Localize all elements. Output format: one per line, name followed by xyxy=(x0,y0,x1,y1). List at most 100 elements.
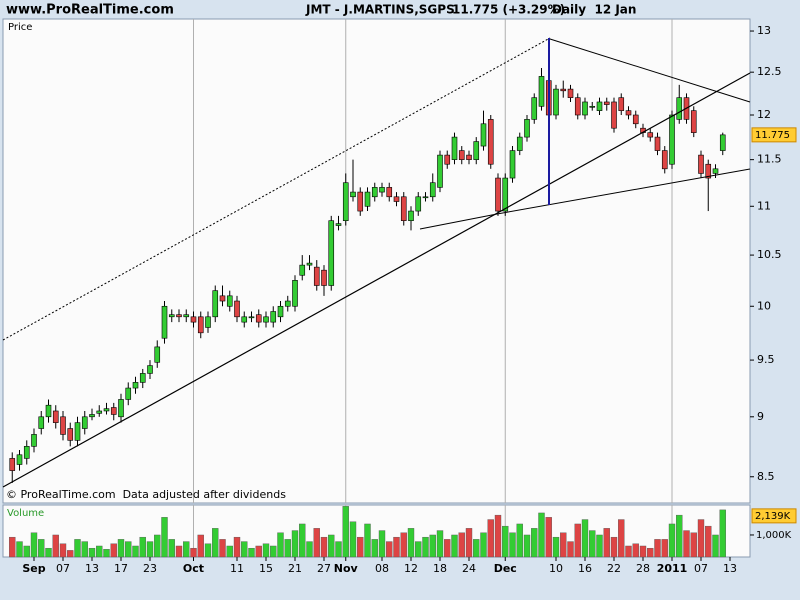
volume-bar xyxy=(132,545,139,558)
volume-bar xyxy=(407,528,415,558)
x-tick-label: 24 xyxy=(462,562,476,575)
candle-body xyxy=(400,196,407,221)
candle-body xyxy=(197,316,204,334)
volume-bar xyxy=(690,532,697,558)
candle-body xyxy=(364,191,371,207)
x-tick-label: 10 xyxy=(549,562,563,575)
candle-body xyxy=(705,163,712,179)
volume-bar xyxy=(52,534,59,558)
candle-body xyxy=(444,154,451,165)
x-tick-label: 11 xyxy=(230,562,244,575)
candle-body xyxy=(408,210,414,221)
candle-body xyxy=(357,191,364,212)
candle-body xyxy=(277,305,284,318)
y-tick-label: 10.5 xyxy=(757,248,782,261)
volume-bar xyxy=(400,532,407,558)
candle-body xyxy=(31,434,37,447)
candle-body xyxy=(176,314,182,318)
volume-bar xyxy=(480,532,487,558)
candle-body xyxy=(371,187,378,198)
candle-body xyxy=(538,76,545,107)
candle-body xyxy=(712,168,719,174)
candle-body xyxy=(719,134,726,151)
x-tick-label: 16 xyxy=(578,562,592,575)
x-tick-label: 22 xyxy=(607,562,621,575)
volume-bar xyxy=(610,536,618,558)
y-tick-label: 13 xyxy=(757,24,771,37)
volume-bar xyxy=(574,523,581,558)
candle-body xyxy=(661,150,668,170)
candle-body xyxy=(38,416,45,429)
volume-bar xyxy=(168,539,175,558)
volume-bar xyxy=(567,541,574,558)
volume-bar xyxy=(9,536,16,558)
note: © ProRealTime.com Data adjusted after di… xyxy=(6,488,286,501)
volume-bar xyxy=(371,539,378,558)
candle-body xyxy=(567,88,574,98)
candle-body xyxy=(473,141,480,160)
volume-bar xyxy=(270,545,277,558)
volume-bar xyxy=(473,539,480,558)
period: Daily 12 Jan xyxy=(552,3,636,17)
x-tick-label: 27 xyxy=(317,562,331,575)
candle-body xyxy=(480,123,487,147)
candle-body xyxy=(625,110,632,116)
candle-body xyxy=(147,365,153,374)
x-tick-label: 12 xyxy=(404,562,418,575)
volume-bar xyxy=(117,539,125,558)
volume-bar xyxy=(523,534,531,558)
x-tick-label: Oct xyxy=(183,562,204,575)
candle-body xyxy=(328,220,335,286)
candle-body xyxy=(125,387,132,400)
candle-body xyxy=(698,154,704,174)
candle-body xyxy=(183,314,190,318)
candle-body xyxy=(139,373,146,383)
candle-body xyxy=(219,295,226,302)
y-tick-label: 12 xyxy=(757,108,771,121)
x-tick-label: Dec xyxy=(494,562,517,575)
candle-body xyxy=(429,182,436,198)
volume-bar xyxy=(531,528,538,558)
y-tick-label: 8.5 xyxy=(757,470,775,483)
candle-body xyxy=(466,154,472,160)
candle-body xyxy=(205,316,211,328)
volume-bar xyxy=(183,541,190,558)
trend-line xyxy=(2,72,751,488)
volume-bar xyxy=(596,534,603,558)
volume-bar xyxy=(161,517,168,558)
price-panel xyxy=(2,18,751,504)
volume-bar xyxy=(393,536,400,558)
volume-bar xyxy=(436,530,444,558)
candle-body xyxy=(487,119,494,165)
candle-body xyxy=(560,88,567,92)
volume-bar xyxy=(154,534,161,558)
volume-bar xyxy=(146,541,154,558)
volume-bar xyxy=(74,539,81,558)
candle-body xyxy=(386,187,393,198)
volume-bar xyxy=(697,519,705,558)
candle-body xyxy=(263,316,269,323)
volume-bar xyxy=(306,541,313,558)
volume-bar xyxy=(96,545,103,558)
volume-bar xyxy=(603,528,610,558)
candle-body xyxy=(676,97,683,120)
volume-bar xyxy=(349,521,357,558)
volume-bar xyxy=(262,543,270,558)
candle-body xyxy=(335,223,342,226)
y-tick-label: 9 xyxy=(757,410,764,423)
candle-body xyxy=(632,114,639,125)
candle-body xyxy=(596,101,603,111)
x-tick-label: 28 xyxy=(636,562,650,575)
volume-bar xyxy=(226,545,233,558)
volume-bar xyxy=(378,530,386,558)
candle-body xyxy=(103,408,110,412)
candle-body xyxy=(284,300,291,307)
volume-bar xyxy=(509,532,516,558)
x-tick-label: 17 xyxy=(114,562,128,575)
x-tick-label: 21 xyxy=(288,562,302,575)
volume-bar xyxy=(632,543,639,558)
volume-bar xyxy=(335,541,342,558)
volume-bar xyxy=(719,509,726,558)
x-tick-label: 13 xyxy=(723,562,737,575)
